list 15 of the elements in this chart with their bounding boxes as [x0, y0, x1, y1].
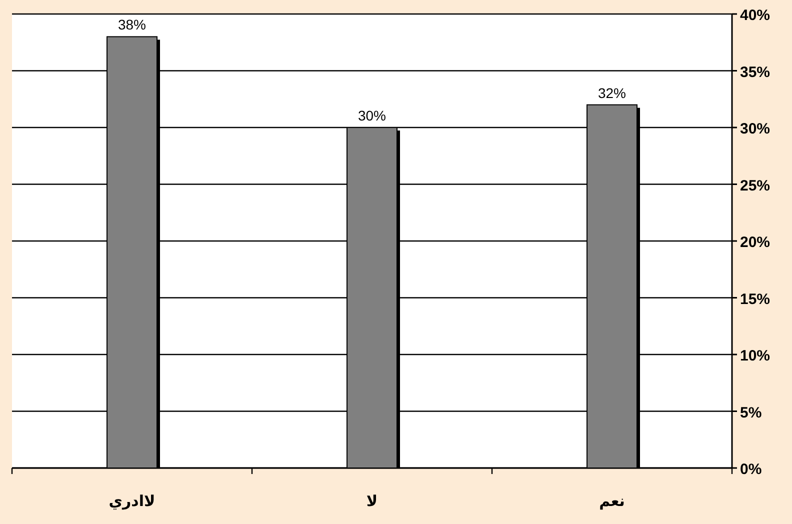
y-tick-label: 10%	[740, 348, 770, 364]
y-tick-label: 25%	[740, 177, 770, 194]
data-label: 32%	[598, 84, 626, 101]
data-label: 38%	[118, 16, 146, 33]
y-tick-label: 35%	[740, 64, 770, 81]
x-tick-label: لاادري	[108, 493, 156, 510]
y-tick-label: 20%	[740, 234, 770, 251]
y-tick-label: 40%	[740, 7, 770, 24]
x-tick-label: نعم	[599, 493, 625, 510]
y-tick-label: 15%	[740, 290, 770, 308]
y-tick-label: 5%	[740, 404, 762, 422]
y-tick-label: 30%	[740, 120, 770, 138]
data-label: 30%	[358, 108, 386, 124]
x-tick-label: لا	[366, 493, 378, 510]
y-tick-label: 0%	[740, 461, 762, 478]
